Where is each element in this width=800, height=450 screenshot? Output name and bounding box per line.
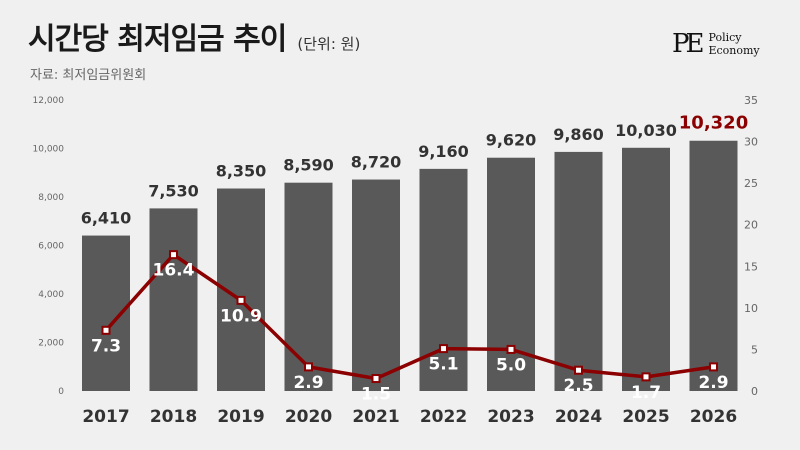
x-tick-label: 2017 — [82, 407, 129, 427]
line-point — [304, 362, 313, 372]
x-tick-label: 2022 — [420, 407, 467, 427]
line-point — [709, 362, 718, 372]
title-row: 시간당 최저임금 추이 (단위: 원) — [28, 14, 360, 58]
source-note: 자료: 최저임금위원회 — [30, 68, 147, 83]
line-point — [506, 344, 516, 354]
logo-mark: PE — [672, 29, 705, 59]
bar-value-label: 9,620 — [486, 131, 537, 150]
bar-value-label: 9,160 — [418, 142, 469, 161]
line-value-label: 1.5 — [361, 385, 391, 405]
x-tick-label: 2019 — [217, 407, 264, 427]
line-point — [439, 344, 448, 354]
y-right-tick-label: 25 — [744, 177, 758, 190]
unit-label: (단위: 원) — [297, 35, 361, 53]
line-value-label: 2.5 — [563, 376, 593, 396]
bar — [689, 140, 738, 391]
y-left-tick-label: 10,000 — [33, 145, 65, 155]
line-point — [641, 372, 651, 382]
y-right-tick-label: 0 — [751, 385, 758, 398]
y-left-tick-label: 12,000 — [33, 96, 65, 106]
logo-line-economy: Economy — [708, 44, 760, 57]
bar — [284, 182, 333, 391]
line-value-label: 2.9 — [293, 373, 323, 393]
growth-rate-line — [104, 252, 714, 381]
line-value-label: 1.7 — [631, 383, 661, 403]
bar — [622, 147, 670, 391]
y-right-tick-label: 10 — [744, 302, 758, 315]
bar-value-label: 7,530 — [148, 181, 199, 200]
y-right-tick-label: 15 — [744, 260, 758, 273]
y-right-tick-label: 20 — [744, 219, 758, 232]
line-point — [574, 365, 583, 375]
x-tick-label: 2023 — [487, 407, 534, 427]
y-right-tick-label: 35 — [744, 94, 758, 107]
line-value-label: 5.1 — [428, 355, 458, 375]
x-tick-label: 2024 — [555, 407, 602, 427]
x-tick-label: 2025 — [622, 407, 669, 427]
line-value-label: 2.9 — [698, 373, 728, 393]
bar-value-label-highlight: 10,320 — [679, 113, 748, 134]
bar — [352, 179, 400, 391]
line-point — [236, 295, 246, 305]
line-point — [169, 250, 178, 260]
line-value-label: 7.3 — [91, 336, 121, 356]
bar — [554, 151, 603, 391]
x-tick-label: 2020 — [285, 407, 332, 427]
y-left-tick-label: 4,000 — [38, 290, 64, 300]
y-left-tick-label: 0 — [58, 387, 64, 397]
y-left-tick-label: 2,000 — [38, 339, 64, 349]
bar-value-label: 8,350 — [216, 162, 267, 181]
line-point — [371, 374, 381, 384]
line-value-label: 16.4 — [153, 261, 195, 281]
logo-text: Policy Economy — [708, 31, 759, 57]
brand-logo: PE Policy Economy — [672, 26, 776, 62]
x-tick-label: 2018 — [150, 407, 197, 427]
x-tick-label: 2026 — [690, 407, 737, 427]
bar-value-label: 9,860 — [553, 125, 604, 144]
chart-title: 시간당 최저임금 추이 — [28, 22, 287, 57]
y-left-tick-label: 8,000 — [38, 193, 64, 203]
logo-line-policy: Policy — [708, 31, 742, 44]
bar-value-label: 8,590 — [283, 156, 334, 175]
bar-value-label: 10,030 — [615, 121, 677, 140]
y-left-tick-label: 6,000 — [38, 242, 64, 252]
bar — [149, 208, 198, 391]
bar-value-label: 6,410 — [81, 209, 132, 228]
y-right-tick-label: 30 — [744, 136, 758, 149]
x-tick-label: 2021 — [352, 407, 399, 427]
y-right-tick-label: 5 — [751, 343, 758, 356]
bar-value-label: 8,720 — [351, 153, 402, 172]
line-value-label: 10.9 — [220, 306, 262, 326]
line-value-label: 5.0 — [496, 355, 526, 375]
line-point — [101, 325, 111, 335]
